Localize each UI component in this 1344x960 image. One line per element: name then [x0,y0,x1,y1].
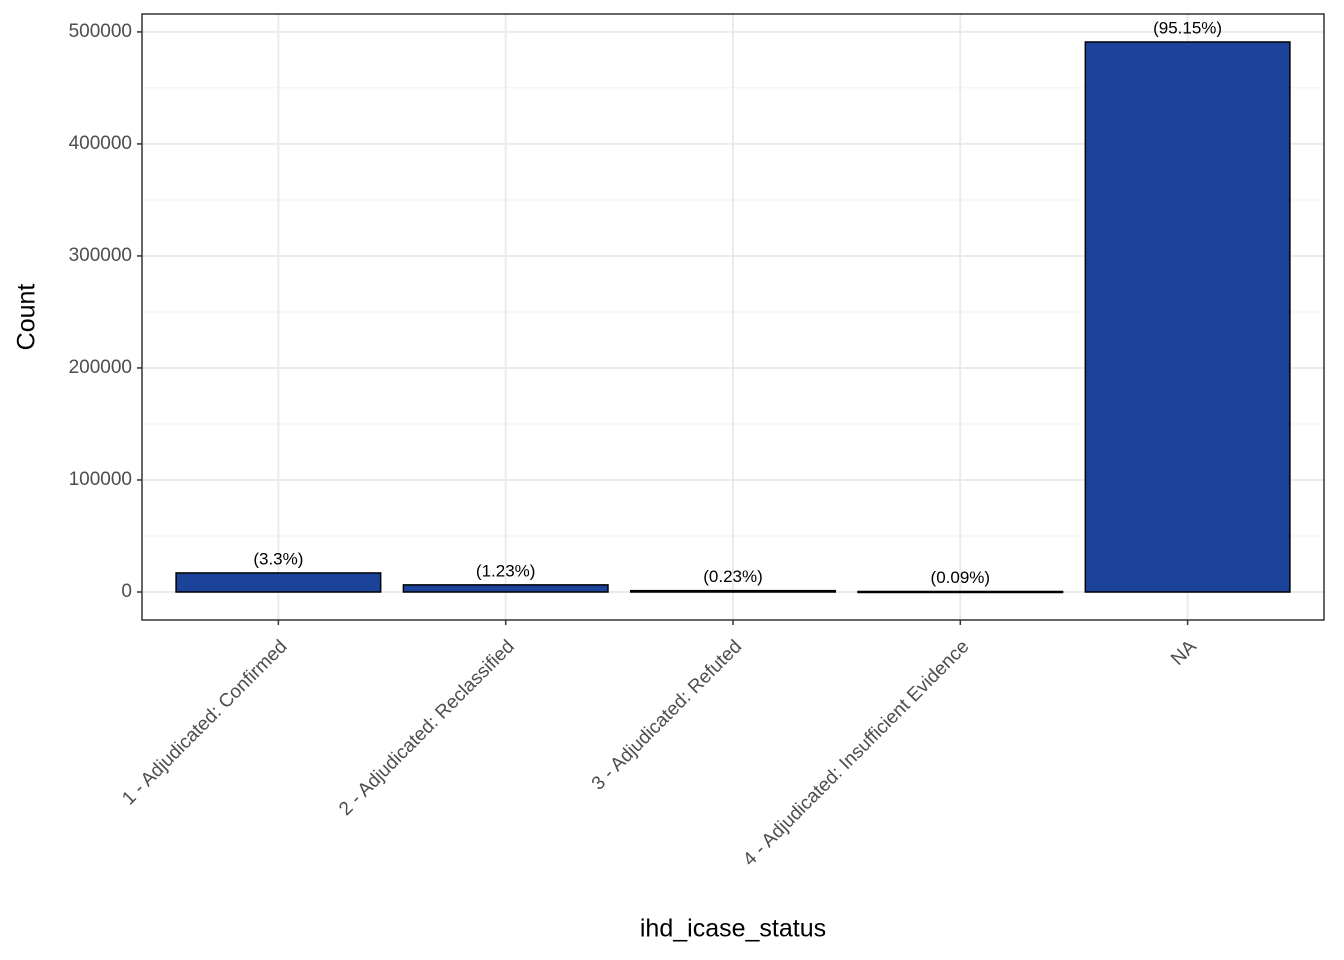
bar-label: (3.3%) [253,549,303,568]
y-tick-label: 200000 [69,357,132,378]
bar [175,572,382,593]
bar-label: (0.23%) [703,567,763,586]
bar-label: (1.23%) [476,561,536,580]
bar [1084,41,1291,593]
x-tick-label: 4 - Adjudicated: Insufficient Evidence [739,636,973,870]
bar [629,589,837,593]
bar-label: (95.15%) [1153,18,1222,37]
x-axis-title: ihd_icase_status [640,915,826,943]
bar [857,590,1064,594]
y-tick-label: 300000 [69,245,132,266]
x-tick-label: NA [1167,636,1201,670]
y-tick-label: 100000 [69,469,132,490]
bar [402,584,609,593]
bar-label: (0.09%) [931,568,991,587]
plot-border [141,13,1325,621]
x-tick-label: 1 - Adjudicated: Confirmed [118,636,291,809]
x-tick-label: 2 - Adjudicated: Reclassified [335,636,519,820]
y-tick-label: 500000 [69,21,132,42]
y-tick-label: 0 [121,581,132,602]
x-tick-label: 3 - Adjudicated: Refuted [588,636,746,794]
y-tick-label: 400000 [69,133,132,154]
y-axis-title: Count [13,284,41,351]
